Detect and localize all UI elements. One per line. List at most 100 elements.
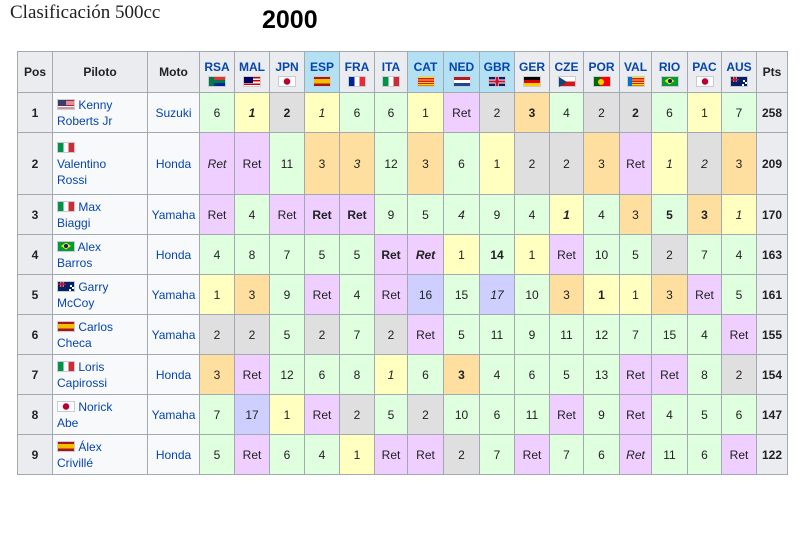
race-header-rsa[interactable]: RSA [199,51,235,93]
race-header-val[interactable]: VAL [619,51,652,93]
race-link-pac[interactable]: PAC [692,59,717,74]
result-cell-cze: 1 [549,194,584,235]
rider-cell[interactable]: Loris Capirossi [52,354,148,395]
result-cell-ned: 2 [443,434,480,475]
valencia-flag-icon [626,75,645,87]
points-cell: 161 [756,274,788,315]
race-link-ned[interactable]: NED [448,59,475,74]
race-link-cat[interactable]: CAT [413,59,438,74]
result-cell-aus: 4 [721,234,757,275]
result-cell-pac: 8 [687,354,722,395]
rider-name-link[interactable]: Abe [57,415,79,430]
rider-name-link[interactable]: Roberts Jr [57,113,113,128]
result-cell-gbr: 6 [479,394,515,435]
race-header-ger[interactable]: GER [514,51,550,93]
rider-name-link[interactable]: Capirossi [57,375,108,390]
race-header-rio[interactable]: RIO [651,51,688,93]
result-cell-fra: 8 [339,354,375,395]
rider-cell[interactable]: Kenny Roberts Jr [52,92,148,133]
result-cell-por: 13 [583,354,620,395]
race-header-mal[interactable]: MAL [234,51,270,93]
result-cell-mal: 4 [234,194,270,235]
bike-cell[interactable]: Yamaha [147,394,200,435]
race-link-aus[interactable]: AUS [726,59,752,74]
race-link-ger[interactable]: GER [518,59,545,74]
result-cell-aus: 6 [721,394,757,435]
rider-cell[interactable]: Garry McCoy [52,274,148,315]
result-cell-jpn: 5 [269,314,305,355]
race-link-rio[interactable]: RIO [658,59,681,74]
bike-cell[interactable]: Honda [147,354,200,395]
rider-name-link[interactable]: Loris [78,359,105,374]
result-cell-cat: 16 [407,274,444,315]
race-link-esp[interactable]: ESP [309,59,334,74]
rider-cell[interactable]: Alex Barros [52,234,148,275]
race-link-cze[interactable]: CZE [554,59,579,74]
race-header-pac[interactable]: PAC [687,51,722,93]
position-cell: 6 [17,314,53,355]
race-header-por[interactable]: POR [583,51,620,93]
rider-name-link[interactable]: Barros [57,255,93,270]
rider-cell[interactable]: Carlos Checa [52,314,148,355]
standings-table: Pos Piloto Moto RSA MAL JPN ESP FRA ITA CAT NED… [17,51,788,475]
race-link-val[interactable]: VAL [623,59,648,74]
race-header-aus[interactable]: AUS [721,51,757,93]
result-cell-val: 7 [619,314,652,355]
rider-name-link[interactable]: Checa [57,335,92,350]
rider-cell[interactable]: Valentino Rossi [52,132,148,195]
rider-name-link[interactable]: Garry [78,279,109,294]
rider-cell[interactable]: Álex Crivillé [52,434,148,475]
result-cell-ned: Ret [443,92,480,133]
result-cell-pac: 7 [687,234,722,275]
rider-name-link[interactable]: Álex [78,439,102,454]
rider-name-link[interactable]: Kenny [78,97,113,112]
rider-name-link[interactable]: Rossi [57,172,88,187]
race-link-por[interactable]: POR [588,59,615,74]
race-header-ned[interactable]: NED [443,51,480,93]
brazil-flag-icon [660,75,679,87]
points-cell: 258 [756,92,788,133]
result-cell-fra: 3 [339,132,375,195]
bike-cell[interactable]: Honda [147,132,200,195]
rider-name-link[interactable]: Alex [77,239,102,254]
race-link-jpn[interactable]: JPN [275,59,299,74]
race-header-cze[interactable]: CZE [549,51,584,93]
rider-name-link[interactable]: Biaggi [57,215,91,230]
result-cell-val: 5 [619,234,652,275]
race-header-gbr[interactable]: GBR [479,51,515,93]
race-header-fra[interactable]: FRA [339,51,375,93]
result-cell-ita: 12 [374,132,408,195]
race-header-esp[interactable]: ESP [304,51,340,93]
malaysia-flag-icon [243,75,261,87]
czech-flag-icon [557,75,576,87]
race-link-ita[interactable]: ITA [381,59,401,74]
result-cell-fra: 1 [339,434,375,475]
points-cell: 122 [756,434,788,475]
rider-name-link[interactable]: Valentino [57,156,107,171]
bike-cell[interactable]: Yamaha [147,314,200,355]
rider-cell[interactable]: Norick Abe [52,394,148,435]
rider-cell[interactable]: Max Biaggi [52,194,148,235]
result-cell-jpn: 7 [269,234,305,275]
rider-name-link[interactable]: Norick [78,399,113,414]
race-link-mal[interactable]: MAL [239,59,265,74]
rider-name-link[interactable]: McCoy [57,295,95,310]
bike-cell[interactable]: Honda [147,434,200,475]
race-link-fra[interactable]: FRA [344,59,370,74]
race-header-jpn[interactable]: JPN [269,51,305,93]
bike-cell[interactable]: Yamaha [147,274,200,315]
result-cell-fra: 2 [339,394,375,435]
bike-cell[interactable]: Honda [147,234,200,275]
bike-cell[interactable]: Suzuki [147,92,200,133]
rider-name-link[interactable]: Max [78,199,102,214]
rider-name-link[interactable]: Crivillé [57,455,93,470]
race-header-cat[interactable]: CAT [407,51,444,93]
race-link-gbr[interactable]: GBR [483,59,511,74]
race-header-ita[interactable]: ITA [374,51,408,93]
australia-flag-icon [57,280,75,292]
race-link-rsa[interactable]: RSA [204,59,230,74]
bike-cell[interactable]: Yamaha [147,194,200,235]
result-cell-ger: 11 [514,394,550,435]
result-cell-jpn: 2 [269,92,305,133]
rider-name-link[interactable]: Carlos [78,319,114,334]
